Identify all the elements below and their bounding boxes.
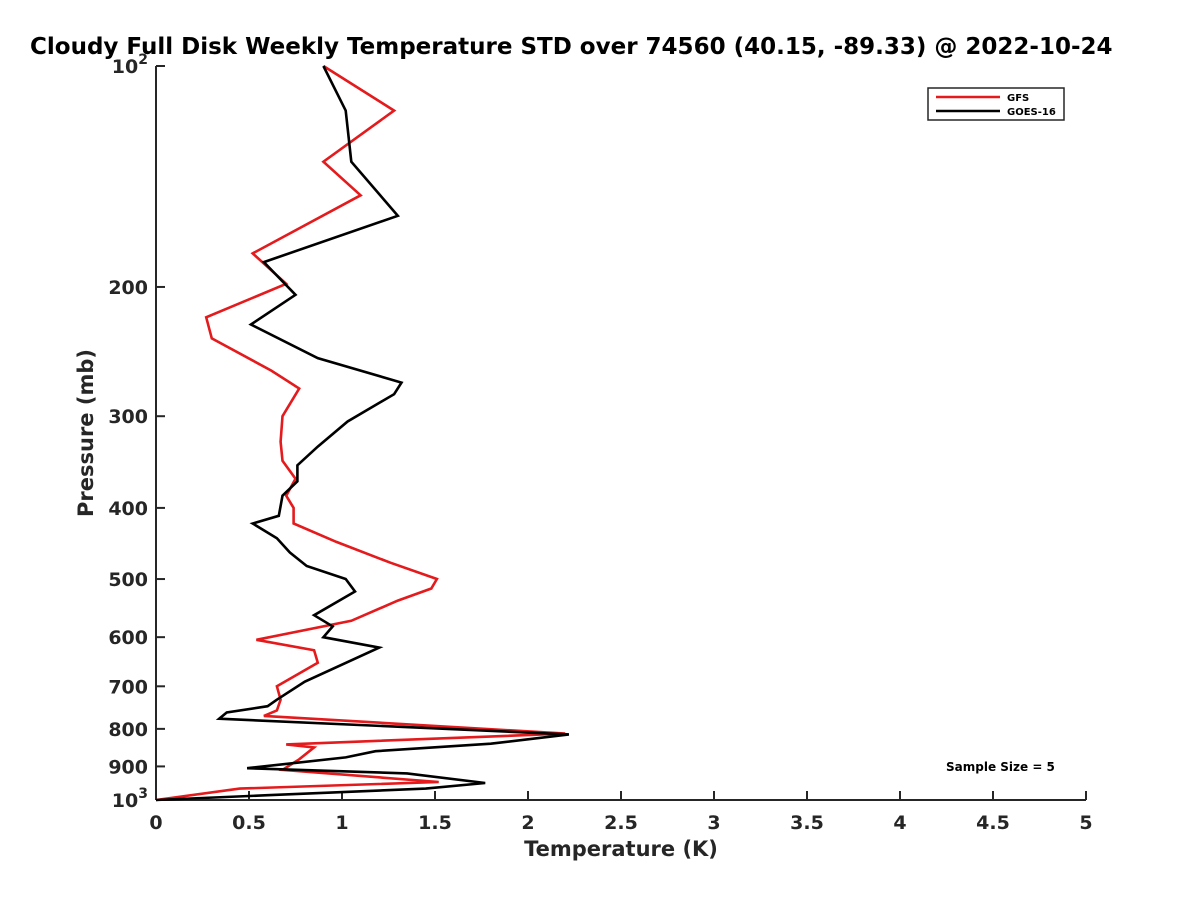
y-tick-label: 103: [112, 786, 148, 812]
x-tick-label: 3.5: [790, 812, 824, 834]
series-layer: [155, 64, 570, 802]
y-tick-label: 700: [108, 676, 148, 698]
legend-label-goes16: GOES-16: [1007, 107, 1056, 118]
x-tick-label: 2: [521, 812, 534, 834]
y-tick-label: 600: [108, 627, 148, 649]
legend-label-gfs: GFS: [1007, 93, 1029, 104]
y-axis-label: Pressure (mb): [74, 349, 98, 517]
x-tick-label: 0: [149, 812, 162, 834]
chart-title: Cloudy Full Disk Weekly Temperature STD …: [30, 34, 1113, 60]
y-tick-label: 400: [108, 498, 148, 520]
x-tick-label: 3: [707, 812, 720, 834]
x-tick-label: 1: [335, 812, 348, 834]
y-tick-label: 300: [108, 406, 148, 428]
legend-box: [927, 87, 1065, 121]
y-tick-label: 900: [108, 756, 148, 778]
legend: GFS GOES-16: [927, 87, 1065, 121]
y-tick-label: 500: [108, 569, 148, 591]
y-axis-ticks: 102 200 300 400 500 600 700 800 900 103: [108, 52, 165, 812]
x-axis-label: Temperature (K): [524, 837, 718, 861]
x-tick-label: 0.5: [232, 812, 266, 834]
x-tick-label: 2.5: [604, 812, 638, 834]
x-axis-ticks: 0 0.5 1 1.5 2 2.5 3 3.5 4 4.5 5: [149, 791, 1093, 834]
x-tick-label: 1.5: [418, 812, 452, 834]
series-line-goes16: [155, 65, 570, 802]
plot-area: [155, 66, 1086, 801]
sample-size-annotation: Sample Size = 5: [946, 760, 1055, 774]
y-tick-label: 200: [108, 277, 148, 299]
y-tick-label: 800: [108, 719, 148, 741]
y-tick-label: 102: [112, 52, 148, 78]
x-tick-label: 4: [893, 812, 906, 834]
x-tick-label: 4.5: [976, 812, 1010, 834]
x-tick-label: 5: [1079, 812, 1092, 834]
series-line-gfs: [155, 64, 566, 802]
